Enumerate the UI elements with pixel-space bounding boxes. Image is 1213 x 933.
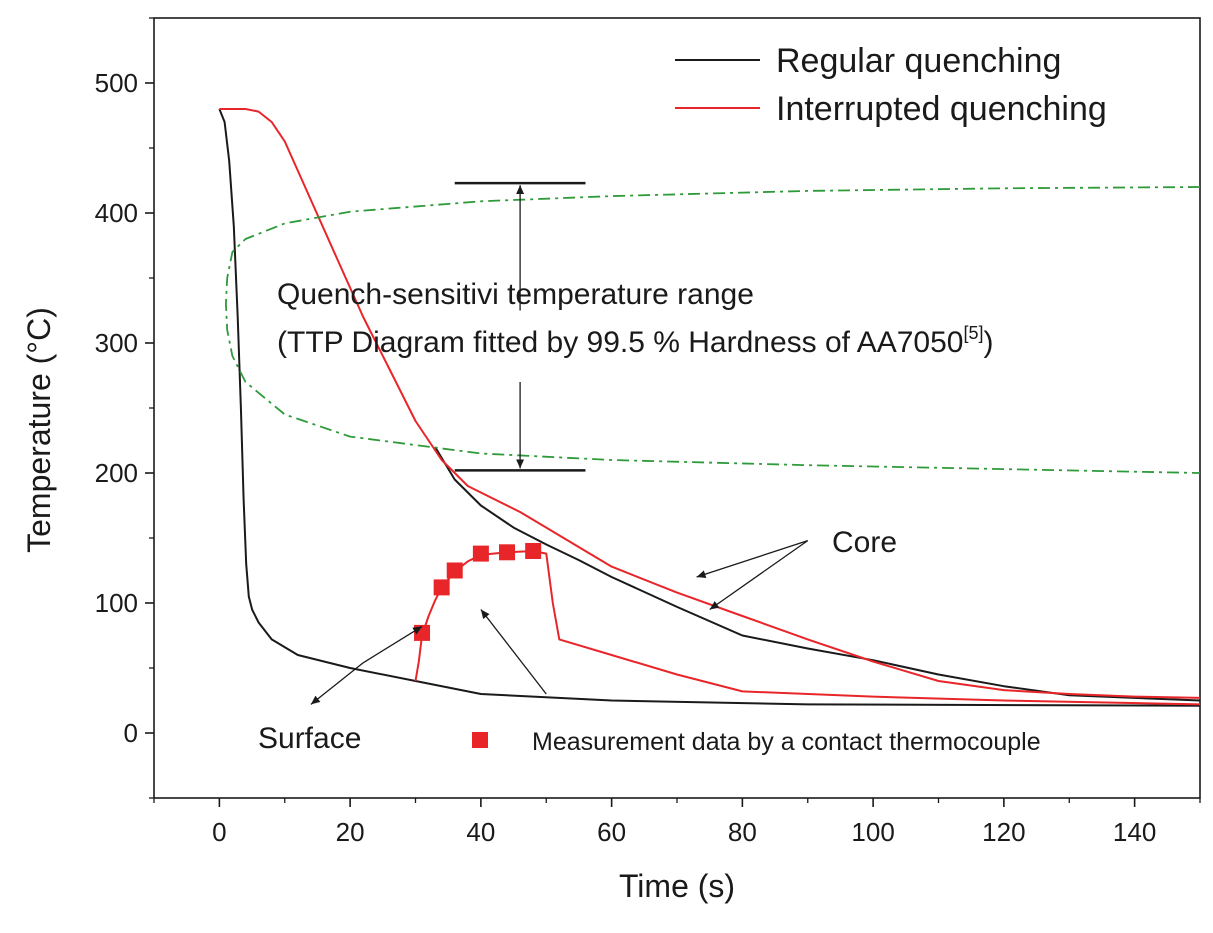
core-arrow-1: [696, 539, 808, 579]
x-tick-label: 60: [597, 817, 626, 847]
y-tick-label: 200: [95, 458, 138, 488]
surface-label: Surface: [258, 722, 361, 755]
series-line-3: [414, 550, 1201, 706]
y-tick-label: 400: [95, 198, 138, 228]
measurement-legend-marker: [472, 732, 488, 748]
range-annotation-close: ): [983, 326, 993, 359]
measurement-point: [433, 579, 450, 596]
core-arrow-2: [709, 540, 809, 611]
series-line-2: [219, 108, 1201, 699]
series-line-4: [224, 186, 1201, 474]
x-tick-label: 40: [466, 817, 495, 847]
measurement-point: [499, 544, 516, 561]
x-tick-label: 20: [336, 817, 365, 847]
y-tick-label: 100: [95, 588, 138, 618]
series-line-1: [434, 446, 1201, 702]
annotation-layer: [310, 181, 809, 705]
y-tick-label: 300: [95, 328, 138, 358]
series-layer: [218, 108, 1201, 707]
y-tick-label: 0: [124, 718, 138, 748]
range-annotation-line1: Quench-sensitivi temperature range: [277, 278, 754, 311]
measurement-arrow: [480, 609, 547, 695]
legend-label-interrupted: Interrupted quenching: [776, 90, 1107, 128]
measurement-point: [446, 562, 463, 579]
series-line-0: [218, 108, 1201, 707]
core-label: Core: [832, 526, 897, 559]
range-annotation-superscript: [5]: [963, 323, 983, 343]
measurement-point: [525, 543, 542, 559]
range-annotation-line2: (TTP Diagram fitted by 99.5 % Hardness o…: [277, 323, 993, 359]
surface-arrow-2: [362, 625, 423, 664]
measurement-legend-label: Measurement data by a contact thermocoup…: [532, 728, 1041, 756]
surface-arrow-1: [310, 662, 364, 705]
x-tick-label: 120: [982, 817, 1025, 847]
legend-label-regular: Regular quenching: [776, 42, 1061, 80]
axis-ticks: 0 20 40 60 80 100 120 140 0 100 200 300 400 500: [95, 17, 1201, 847]
measurement-markers: [414, 543, 542, 641]
legend: Regular quenching Interrupted quenching: [675, 42, 1107, 128]
range-annotation-main: (TTP Diagram fitted by 99.5 % Hardness o…: [277, 326, 963, 359]
x-axis-title: Time (s): [619, 868, 735, 904]
measurement-point: [414, 624, 431, 641]
y-tick-label: 500: [95, 68, 138, 98]
x-tick-label: 100: [851, 817, 894, 847]
plot-frame: [153, 17, 1201, 799]
x-tick-label: 0: [212, 817, 226, 847]
y-axis-title: Temperature (°C): [21, 307, 57, 553]
measurement-point: [472, 545, 489, 562]
x-tick-label: 140: [1113, 817, 1156, 847]
x-tick-label: 80: [728, 817, 757, 847]
